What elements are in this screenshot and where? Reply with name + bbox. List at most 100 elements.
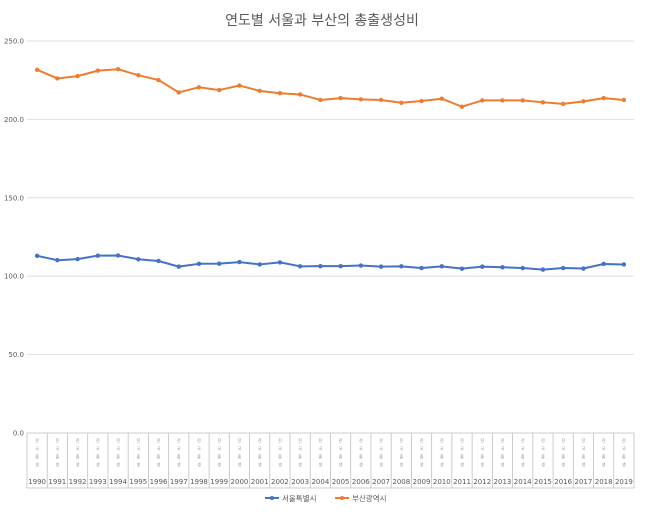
x-tick-label: 1994 xyxy=(109,478,127,486)
y-tick-label: 150.0 xyxy=(4,194,24,202)
x-category-sublabel: 전 xyxy=(298,437,302,443)
x-category-sublabel: 생 xyxy=(339,461,343,467)
x-category-sublabel: 전 xyxy=(359,437,363,443)
x-category-sublabel: 출 xyxy=(136,453,140,459)
data-point xyxy=(500,265,505,270)
data-point xyxy=(419,265,424,271)
data-point xyxy=(34,253,40,259)
x-tick-label: 2013 xyxy=(494,478,512,486)
legend-entry: 부산광역시 xyxy=(335,493,387,503)
x-category-sublabel: 국 xyxy=(56,446,60,451)
y-tick-label: 250.0 xyxy=(4,38,24,46)
x-category-sublabel: 출 xyxy=(339,453,343,459)
x-category-sublabel: 국 xyxy=(440,446,444,451)
data-point xyxy=(217,87,222,93)
data-point xyxy=(520,98,525,103)
data-point xyxy=(621,262,627,267)
x-category-sublabel: 출 xyxy=(480,453,484,459)
x-category-sublabel: 출 xyxy=(76,453,80,459)
x-tick-label: 2019 xyxy=(615,478,633,486)
x-category-sublabel: 출 xyxy=(622,453,626,459)
x-category-sublabel: 전 xyxy=(521,437,525,443)
data-point xyxy=(358,97,364,102)
x-tick-label: 2004 xyxy=(311,478,329,486)
data-point xyxy=(318,263,323,269)
data-point xyxy=(237,83,242,88)
x-category-sublabel: 전 xyxy=(136,437,140,443)
x-category-sublabel: 전 xyxy=(399,437,403,443)
x-tick-label: 2000 xyxy=(231,478,249,486)
x-category-sublabel: 전 xyxy=(602,437,606,443)
legend-marker xyxy=(340,496,344,500)
y-tick-label: 100.0 xyxy=(4,273,24,281)
data-point xyxy=(399,264,404,269)
x-tick-label: 2007 xyxy=(372,478,390,486)
x-category-sublabel: 출 xyxy=(197,453,201,459)
data-point xyxy=(318,97,323,103)
data-point xyxy=(621,97,627,103)
x-category-sublabel: 출 xyxy=(298,453,302,459)
x-tick-label: 2012 xyxy=(473,478,491,486)
x-category-sublabel: 국 xyxy=(420,446,424,451)
x-category-sublabel: 생 xyxy=(561,461,565,467)
x-category-sublabel: 생 xyxy=(258,461,262,467)
x-category-sublabel: 전 xyxy=(501,437,505,443)
data-point xyxy=(601,95,606,101)
x-category-sublabel: 출 xyxy=(582,453,586,459)
x-tick-label: 2014 xyxy=(514,478,532,486)
x-category-sublabel: 출 xyxy=(460,453,464,459)
x-category-sublabel: 생 xyxy=(76,461,80,467)
data-point xyxy=(399,100,404,105)
x-category-sublabel: 전 xyxy=(238,437,242,443)
data-point xyxy=(176,90,181,95)
x-category-sublabel: 전 xyxy=(420,437,424,443)
legend-marker xyxy=(270,496,274,500)
x-category-sublabel: 국 xyxy=(217,446,221,451)
series-line xyxy=(36,254,624,271)
data-point xyxy=(297,92,303,97)
x-category-sublabel: 국 xyxy=(157,446,161,451)
x-tick-label: 1992 xyxy=(69,478,87,486)
x-category-sublabel: 국 xyxy=(298,446,302,451)
x-category-sublabel: 전 xyxy=(480,437,484,443)
x-category-sublabel: 생 xyxy=(359,461,363,467)
x-category-sublabel: 출 xyxy=(521,453,525,459)
legend-label: 서울특별시 xyxy=(282,493,317,503)
x-category-sublabel: 국 xyxy=(339,446,343,451)
chart-title: 연도별 서울과 부산의 총출생성비 xyxy=(225,13,419,29)
data-point xyxy=(115,253,121,258)
x-category-sublabel: 국 xyxy=(379,446,383,451)
x-category-sublabel: 생 xyxy=(521,461,525,467)
x-category-sublabel: 국 xyxy=(76,446,80,451)
y-axis: 0.0 50.0 100.0 150.0 200.0 250.0 xyxy=(4,38,24,438)
x-category-sublabel: 전 xyxy=(460,437,464,443)
data-point xyxy=(217,261,222,266)
x-category-sublabel: 국 xyxy=(177,446,181,451)
x-category-sublabel: 생 xyxy=(157,461,161,467)
x-category-sublabel: 국 xyxy=(399,446,403,451)
x-tick-label: 2003 xyxy=(291,478,309,486)
x-category-sublabel: 전 xyxy=(116,437,120,443)
x-category-sublabel: 전 xyxy=(278,437,282,443)
y-tick-label: 0.0 xyxy=(13,430,24,438)
data-point xyxy=(480,264,485,269)
x-tick-label: 1993 xyxy=(89,478,107,486)
x-category-sublabel: 생 xyxy=(602,461,606,467)
data-point xyxy=(560,101,566,107)
x-category-sublabel: 생 xyxy=(541,461,545,467)
x-tick-label: 2015 xyxy=(534,478,552,486)
data-point xyxy=(277,260,283,265)
x-category-sublabel: 전 xyxy=(76,437,80,443)
x-category-sublabel: 출 xyxy=(217,453,221,459)
x-category-sublabel: 출 xyxy=(56,453,60,459)
x-category-sublabel: 전 xyxy=(440,437,444,443)
